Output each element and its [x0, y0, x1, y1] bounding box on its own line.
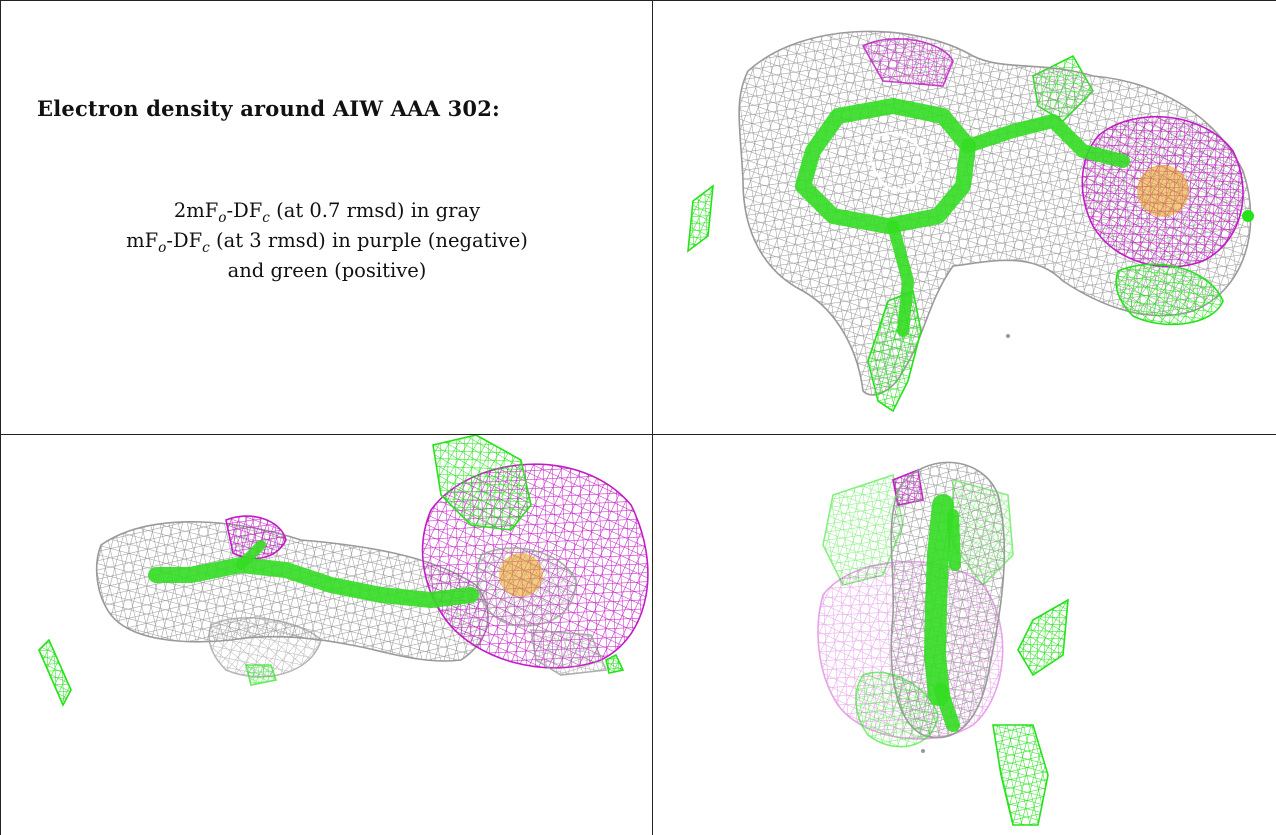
grid-line-left: [0, 0, 1, 835]
density-mesh-top-view-icon: [687, 30, 1254, 413]
grid-line-middle: [0, 434, 1276, 435]
legend-line-colors: and green (positive): [227, 259, 427, 282]
grid-line-top: [0, 0, 1276, 1]
view-side-cell: [1, 435, 652, 835]
grid-line-center: [652, 0, 653, 835]
view-top-cell: [653, 1, 1276, 434]
view-end-cell: [653, 435, 1276, 835]
legend-cell: Electron density around AIW AAA 302: 2mF…: [1, 1, 652, 434]
density-mesh-side-view-icon: [38, 435, 649, 707]
legend-line-difference-map: mFo-DFc (at 3 rmsd) in purple (negative): [126, 229, 528, 256]
legend-title: Electron density around AIW AAA 302:: [37, 96, 501, 121]
legend-line-gray-map: 2mFo-DFc (at 0.7 rmsd) in gray: [173, 199, 481, 226]
density-mesh-end-view-icon: [817, 461, 1069, 826]
legend-body: 2mFo-DFc (at 0.7 rmsd) in gray mFo-DFc (…: [1, 196, 652, 286]
